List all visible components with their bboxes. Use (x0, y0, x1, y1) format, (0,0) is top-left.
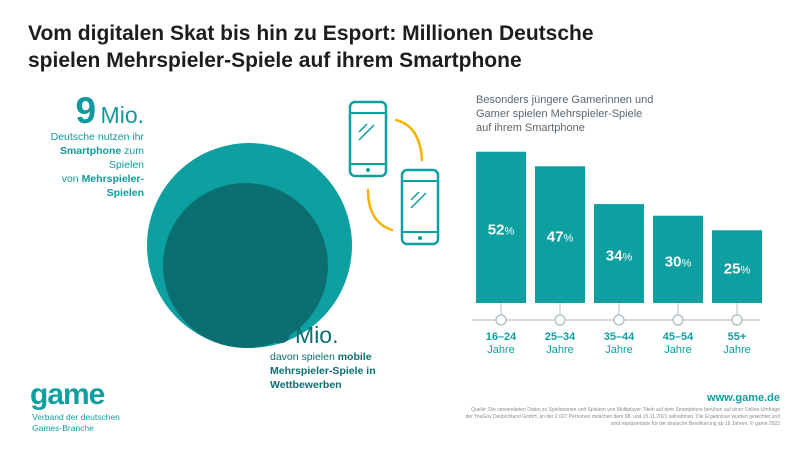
stat-5-text-bold-3: Wettbewerben (270, 379, 342, 391)
logo-sub-line-1: Verband der deutschen (32, 412, 120, 422)
game-logo: game (30, 378, 105, 411)
bar-55+ (712, 230, 762, 303)
data-label: 30% (665, 253, 692, 270)
chart-title-line: Besonders jüngere Gamerinnen und (476, 94, 654, 106)
bar-45–54 (653, 215, 703, 303)
chart-title-line: auf ihrem Smartphone (476, 122, 585, 134)
stat-5-number: 5 (270, 310, 291, 351)
tick-marker (554, 314, 566, 326)
tick-marker (672, 314, 684, 326)
smartphone-icon (348, 100, 388, 178)
stat-5-text-line-1: davon spielen mobile (270, 350, 420, 364)
smartphone-icon (400, 168, 440, 246)
tick-label: 35–44 (604, 331, 635, 343)
stat-9-text-line-3: von Mehrspieler-Spielen (30, 172, 144, 200)
tick-marker (731, 314, 743, 326)
stat-5-text-pre: davon spielen (270, 351, 338, 363)
stat-9-text-bold-1: Smartphone (59, 145, 122, 157)
stat-5-text-bold-2: Mehrspieler-Spiele in (270, 365, 376, 377)
tick-label: 45–54 (663, 331, 694, 343)
title-line-2: spielen Mehrspieler-Spiele auf ihrem Sma… (28, 49, 522, 72)
data-label-suffix: % (622, 252, 632, 264)
exchange-arrows-icon (366, 118, 424, 232)
title-line-1: Vom digitalen Skat bis hin zu Esport: Mi… (28, 22, 594, 45)
tick-label: 55+ (728, 331, 747, 343)
data-label-value: 30 (665, 253, 682, 270)
tick-sublabel: Jahre (605, 344, 633, 356)
data-label: 47% (547, 229, 574, 246)
data-label-value: 52 (488, 221, 505, 238)
tick-sublabel: Jahre (723, 344, 751, 356)
stat-9-text-pre: von (61, 173, 82, 185)
tick-label: 16–24 (486, 331, 517, 343)
stat-5-description: davon spielen mobile Mehrspieler-Spiele … (270, 350, 420, 392)
data-label-suffix: % (681, 257, 691, 269)
stat-5-text-line-2: Mehrspieler-Spiele in (270, 364, 420, 378)
tick-sublabel: Jahre (487, 344, 515, 356)
source-note: Quelle: Die verwendeten Daten zu Spieler… (430, 407, 780, 428)
tick-marker (613, 314, 625, 326)
stat-9-unit: Mio. (100, 102, 144, 128)
data-label-suffix: % (740, 265, 750, 277)
data-label-value: 47 (547, 229, 564, 246)
stat-9-text-line-1: Deutsche nutzen ihr (50, 131, 144, 143)
bar-25–34 (535, 166, 585, 303)
logo-sub-line-2: Games-Branche (32, 423, 94, 433)
small-circle-5-mio (163, 183, 328, 348)
stat-9-description: Deutsche nutzen ihr Smartphone zum Spiel… (30, 130, 144, 200)
stat-9-number: 9 (75, 90, 97, 131)
phones-illustration (348, 100, 440, 246)
tick-sublabel: Jahre (664, 344, 692, 356)
source-line-1: Quelle: Die verwendeten Daten zu Spieler… (471, 407, 780, 413)
chart-title: Besonders jüngere Gamerinnen und Gamer s… (476, 93, 736, 135)
source-line-2: der YouGov Deutschland GmbH, an der 2.02… (465, 414, 780, 420)
bar-chart: 52%16–24Jahre47%25–34Jahre34%35–44Jahre3… (472, 151, 762, 356)
tick-marker (495, 314, 507, 326)
data-label-value: 25 (724, 261, 741, 278)
source-line-3: sind repräsentativ für die deutsche Bevö… (610, 421, 780, 427)
data-label: 52% (488, 221, 515, 238)
stat-9-mio: 9 Mio. Deutsche nutzen ihr Smartphone zu… (30, 92, 144, 200)
data-label-suffix: % (504, 225, 514, 237)
tick-label: 25–34 (545, 331, 576, 343)
data-label: 25% (724, 261, 751, 278)
data-label-suffix: % (563, 233, 573, 245)
bar-35–44 (594, 204, 644, 303)
data-label-value: 34 (606, 248, 623, 265)
bar-16–24 (476, 151, 526, 303)
logo-subtitle: Verband der deutschen Games-Branche (32, 412, 120, 434)
stat-5-text-line-3: Wettbewerben (270, 378, 420, 392)
data-label: 34% (606, 248, 633, 265)
stat-5-mio: 5 Mio. davon spielen mobile Mehrspieler-… (270, 312, 420, 392)
stat-9-text-line-2: Smartphone zum Spielen (30, 144, 144, 172)
stat-9-text-rest: zum Spielen (108, 145, 144, 171)
website-url[interactable]: www.game.de (707, 392, 780, 404)
stat-5-text-bold-1: mobile (337, 351, 372, 363)
stat-9-text-bold-2: Mehrspieler-Spielen (81, 173, 144, 199)
stat-5-unit: Mio. (295, 322, 339, 348)
chart-title-line: Gamer spielen Mehrspieler-Spiele (476, 108, 643, 120)
page-title: Vom digitalen Skat bis hin zu Esport: Mi… (28, 20, 728, 74)
tick-sublabel: Jahre (546, 344, 574, 356)
